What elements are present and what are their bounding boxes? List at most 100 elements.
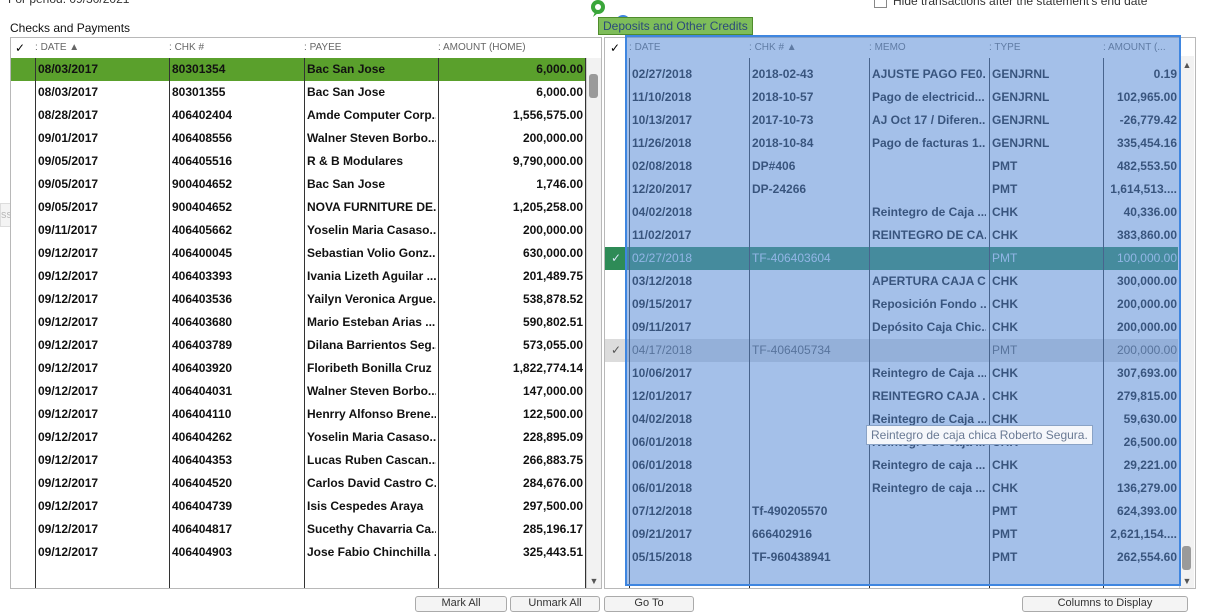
scroll-thumb[interactable]: [1182, 546, 1191, 570]
row-chk: 406404262: [172, 430, 233, 444]
unmark-all-button[interactable]: Unmark All: [510, 596, 600, 612]
row-check-mark[interactable]: [611, 109, 625, 132]
row-payee: Jose Fabio Chinchilla ...: [307, 545, 436, 559]
row-date: 09/12/2017: [38, 407, 99, 421]
go-to-button[interactable]: Go To: [604, 596, 694, 612]
row-amount: 1,556,575.00: [512, 108, 583, 122]
row-check-mark[interactable]: [611, 293, 625, 316]
row-check-mark[interactable]: [611, 178, 625, 201]
checkbox-icon[interactable]: [874, 0, 887, 8]
row-amount: 228,895.09: [522, 430, 583, 444]
row-payee: Yoselin Maria Casaso...: [307, 223, 436, 237]
row-chk: 406405662: [172, 223, 233, 237]
row-check-mark[interactable]: [611, 454, 625, 477]
row-check-mark[interactable]: [611, 500, 625, 523]
row-date: 09/12/2017: [38, 361, 99, 375]
column-divider: [304, 58, 305, 588]
columns-to-display-button[interactable]: Columns to Display: [1022, 596, 1188, 612]
row-amount: 538,878.52: [522, 292, 583, 306]
row-chk: 406403789: [172, 338, 233, 352]
row-chk: 406404353: [172, 453, 233, 467]
row-date: 09/05/2017: [38, 177, 99, 191]
row-amount: 6,000.00: [536, 85, 583, 99]
column-divider: [585, 58, 586, 588]
mark-all-button[interactable]: Mark All: [415, 596, 507, 612]
row-payee: Sebastian Volio Gonz...: [307, 246, 436, 260]
row-chk: 900404652: [172, 177, 233, 191]
row-check-mark[interactable]: [611, 224, 625, 247]
row-chk: 406404903: [172, 545, 233, 559]
row-chk: 406403680: [172, 315, 233, 329]
row-amount: 573,055.00: [522, 338, 583, 352]
row-date: 09/12/2017: [38, 476, 99, 490]
row-check-mark[interactable]: [611, 385, 625, 408]
hide-after-end-date-checkbox[interactable]: Hide transactions after the statement's …: [874, 0, 1147, 8]
row-chk: 406405516: [172, 154, 233, 168]
scroll-down-icon[interactable]: ▼: [1182, 576, 1192, 586]
row-chk: 406402404: [172, 108, 233, 122]
row-check-mark[interactable]: [611, 523, 625, 546]
scroll-thumb[interactable]: [589, 74, 598, 98]
scroll-down-icon[interactable]: ▼: [589, 576, 599, 586]
checks-table[interactable]: ✓ : DATE ▲ : CHK # : PAYEE : AMOUNT (HOM…: [10, 37, 602, 589]
row-amount: 9,790,000.00: [512, 154, 583, 168]
row-amount: 6,000.00: [536, 62, 583, 76]
row-payee: Sucethy Chavarria Ca...: [307, 522, 436, 536]
check-column-header[interactable]: ✓: [15, 41, 26, 55]
row-amount: 200,000.00: [522, 131, 583, 145]
row-chk: 406403536: [172, 292, 233, 306]
row-amount: 147,000.00: [522, 384, 583, 398]
row-date: 09/12/2017: [38, 269, 99, 283]
row-check-mark[interactable]: [611, 546, 625, 569]
row-check-mark[interactable]: [611, 431, 625, 454]
checks-scrollbar[interactable]: ▼: [586, 58, 601, 588]
row-chk: 406404817: [172, 522, 233, 536]
check-column-header[interactable]: ✓: [610, 41, 621, 55]
amount-column-header[interactable]: : AMOUNT (HOME): [438, 42, 526, 53]
row-payee: Carlos David Castro C...: [307, 476, 436, 490]
row-date: 09/12/2017: [38, 499, 99, 513]
chk-column-header[interactable]: : CHK #: [169, 42, 205, 53]
scroll-up-icon[interactable]: ▲: [1182, 60, 1192, 70]
row-check-mark[interactable]: [611, 201, 625, 224]
deposits-scrollbar[interactable]: ▲ ▼: [1179, 56, 1194, 588]
row-check-mark[interactable]: ✓: [611, 343, 622, 357]
row-payee: Amde Computer Corp...: [307, 108, 436, 122]
row-check-mark[interactable]: [611, 316, 625, 339]
row-check-mark[interactable]: [611, 86, 625, 109]
row-check-mark[interactable]: [611, 270, 625, 293]
row-chk: 80301355: [172, 85, 226, 99]
row-payee: Bac San Jose: [307, 85, 386, 99]
row-check-mark[interactable]: [611, 155, 625, 178]
row-chk: 406404110: [172, 407, 232, 421]
row-check-mark[interactable]: ✓: [611, 251, 622, 265]
row-amount: 325,443.51: [522, 545, 583, 559]
row-amount: 201,489.75: [522, 269, 583, 283]
row-check-mark[interactable]: [611, 63, 625, 86]
table-row[interactable]: [11, 58, 585, 81]
payee-column-header[interactable]: : PAYEE: [304, 42, 342, 53]
row-check-mark[interactable]: [611, 362, 625, 385]
row-date: 09/12/2017: [38, 292, 99, 306]
row-check-mark[interactable]: [611, 408, 625, 431]
pin-icon[interactable]: [591, 0, 605, 17]
row-payee: Lucas Ruben Cascan...: [307, 453, 436, 467]
row-chk: 80301354: [172, 62, 226, 76]
row-date: 09/01/2017: [38, 131, 99, 145]
row-chk: 406404739: [172, 499, 233, 513]
row-payee: Bac San Jose: [307, 177, 386, 191]
row-payee: Yailyn Veronica Argue...: [307, 292, 436, 306]
row-amount: 200,000.00: [522, 223, 583, 237]
row-payee: Mario Esteban Arias ...: [307, 315, 436, 329]
column-divider: [35, 58, 36, 588]
row-payee: Yoselin Maria Casaso...: [307, 430, 436, 444]
row-chk: 406404031: [172, 384, 233, 398]
row-date: 08/03/2017: [38, 85, 99, 99]
row-check-mark[interactable]: [611, 132, 625, 155]
row-date: 09/12/2017: [38, 315, 99, 329]
hide-after-end-date-label: Hide transactions after the statement's …: [893, 0, 1148, 8]
row-check-mark[interactable]: [611, 477, 625, 500]
row-date: 09/12/2017: [38, 545, 99, 559]
date-column-header[interactable]: : DATE ▲: [35, 42, 80, 53]
row-date: 09/12/2017: [38, 522, 99, 536]
